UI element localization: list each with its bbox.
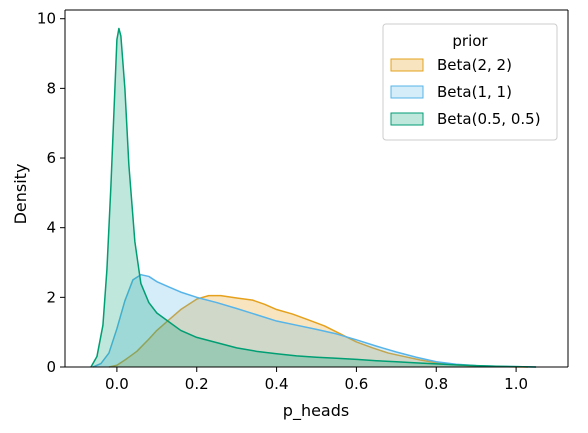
x-tick-label: 0.8 [424,375,448,393]
x-tick-label: 0.2 [185,375,209,393]
y-tick-label: 2 [46,288,56,306]
x-tick-label: 0.6 [344,375,368,393]
legend-swatch [390,85,424,99]
legend-label: Beta(0.5, 0.5) [437,110,541,128]
legend-items: Beta(2, 2) Beta(1, 1) Beta(0.5, 0.5) [390,56,541,128]
series-line-0 [108,294,529,368]
legend-frame [382,23,558,141]
y-axis-label: Density [11,164,30,225]
x-tick-label: 0.4 [265,375,289,393]
series-layer [90,27,537,368]
legend-label: Beta(2, 2) [437,56,512,74]
x-tick-label: 1.0 [504,375,528,393]
series-area-2 [90,28,537,368]
x-tick-label: 0.0 [105,375,129,393]
series-area-1 [92,274,537,367]
axes-layer [64,9,569,368]
legend-label: Beta(1, 1) [437,83,512,101]
series-line-1 [92,273,537,368]
legend: prior Beta(2, 2) Beta(1, 1) Beta(0.5, 0.5) [382,23,558,141]
x-axis-label: p_heads [283,401,349,421]
y-tick-label: 8 [46,79,56,97]
y-tick-label: 6 [46,149,56,167]
y-tick-label: 10 [37,10,56,28]
legend-swatch [390,58,424,72]
legend-title: prior [452,32,488,50]
legend-swatch [390,112,424,126]
ticks-layer: 0.0 0.2 0.4 0.6 0.8 1.0 0 2 4 6 8 10 [37,10,528,393]
y-tick-label: 4 [46,219,56,237]
series-area-0 [108,295,529,367]
series-line-2 [90,27,537,368]
y-tick-label: 0 [46,358,56,376]
